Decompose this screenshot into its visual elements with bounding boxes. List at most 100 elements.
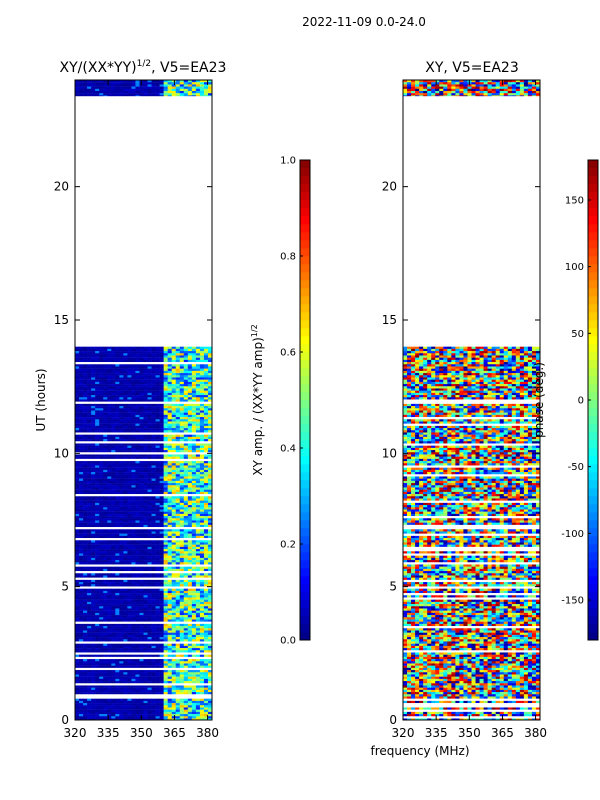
heatmap-cell <box>155 553 160 556</box>
heatmap-cell <box>163 606 168 609</box>
heatmap-cell <box>171 538 177 541</box>
heatmap-cell <box>203 346 209 350</box>
heatmap-cell <box>195 577 201 581</box>
heatmap-cell <box>99 458 104 462</box>
heatmap-cell <box>163 630 168 633</box>
heatmap-cell <box>91 452 96 455</box>
heatmap-cell <box>123 423 128 427</box>
heatmap-cell <box>135 650 140 653</box>
heatmap-cell <box>195 626 201 629</box>
heatmap-cell <box>127 601 132 605</box>
heatmap-cell <box>163 496 168 499</box>
heatmap-cell <box>83 351 88 354</box>
heatmap-cell <box>179 428 185 431</box>
heatmap-cell <box>179 645 185 649</box>
heatmap-cell <box>135 472 140 475</box>
heatmap-cell <box>175 439 181 442</box>
heatmap-cell <box>119 579 124 583</box>
heatmap-cell <box>183 551 189 554</box>
heatmap-cell <box>191 375 197 378</box>
heatmap-cell <box>119 421 124 424</box>
heatmap-cell <box>139 452 144 455</box>
heatmap-cell <box>111 502 116 506</box>
heatmap-cell <box>79 434 84 438</box>
heatmap-cell <box>163 491 168 495</box>
heatmap-cell <box>99 489 104 493</box>
heatmap-cell <box>131 628 136 631</box>
heatmap-cell <box>107 445 112 449</box>
heatmap-cell <box>143 650 148 653</box>
heatmap-cell <box>187 463 193 466</box>
heatmap-cell <box>87 601 92 605</box>
heatmap-cell <box>207 362 213 365</box>
heatmap-cell <box>83 381 88 385</box>
heatmap-cell <box>171 439 177 442</box>
heatmap-cell <box>163 417 168 420</box>
heatmap-cell <box>127 637 132 640</box>
heatmap-cell <box>187 518 193 521</box>
heatmap-cell <box>123 443 128 446</box>
heatmap-cell <box>163 639 168 642</box>
heatmap-cell <box>179 414 185 418</box>
heatmap-cell <box>75 395 80 398</box>
heatmap-cell <box>147 595 152 598</box>
heatmap-cell <box>91 566 96 570</box>
heatmap-cell <box>163 608 168 611</box>
heatmap-cell <box>167 579 173 583</box>
heatmap-cell <box>87 628 92 631</box>
heatmap-cell <box>191 366 197 369</box>
heatmap-cell <box>75 595 80 598</box>
heatmap-cell <box>187 579 193 583</box>
heatmap-cell <box>75 366 80 369</box>
heatmap-cell <box>203 557 209 561</box>
heatmap-cell <box>91 645 96 649</box>
heatmap-cell <box>111 568 116 572</box>
heatmap-cell <box>199 516 205 519</box>
heatmap-cell <box>131 608 136 611</box>
heatmap-cell <box>103 379 108 383</box>
heatmap-cell <box>179 542 185 545</box>
heatmap-cell <box>151 639 156 642</box>
heatmap-cell <box>195 553 201 556</box>
heatmap-cell <box>115 463 120 466</box>
heatmap-cell <box>119 538 124 541</box>
heatmap-cell <box>159 619 164 622</box>
heatmap-cell <box>167 546 173 550</box>
heatmap-cell <box>111 650 116 653</box>
heatmap-cell <box>155 362 160 365</box>
heatmap-cell <box>79 390 84 394</box>
heatmap-cell <box>147 456 152 460</box>
heatmap-cell <box>179 518 185 521</box>
heatmap-cell <box>115 421 120 424</box>
heatmap-cell <box>183 502 189 506</box>
heatmap-cell <box>79 489 84 493</box>
heatmap-cell <box>175 408 181 411</box>
heatmap-cell <box>143 386 148 389</box>
heatmap-cell <box>87 419 92 422</box>
heatmap-cell <box>143 535 148 539</box>
heatmap-cell <box>179 665 185 669</box>
heatmap-cell <box>183 546 189 550</box>
heatmap-cell <box>131 630 136 633</box>
heatmap-cell <box>139 634 144 638</box>
heatmap-cell <box>195 357 201 361</box>
heatmap-cell <box>171 507 177 510</box>
heatmap-cell <box>103 582 108 585</box>
heatmap-cell <box>191 568 197 572</box>
heatmap-cell <box>163 421 168 424</box>
heatmap-cell <box>139 599 144 603</box>
heatmap-cell <box>131 529 136 532</box>
heatmap-cell <box>187 632 193 636</box>
heatmap-cell <box>187 454 193 457</box>
heatmap-cell <box>79 509 84 512</box>
heatmap-cell <box>175 467 181 471</box>
heatmap-cell <box>207 346 213 350</box>
heatmap-cell <box>187 661 193 664</box>
heatmap-cell <box>83 619 88 622</box>
heatmap-cell <box>207 487 213 490</box>
heatmap-cell <box>183 469 189 473</box>
heatmap-cell <box>75 353 80 356</box>
heatmap-cell <box>131 406 136 409</box>
heatmap-cell <box>195 557 201 561</box>
heatmap-cell <box>91 366 96 369</box>
